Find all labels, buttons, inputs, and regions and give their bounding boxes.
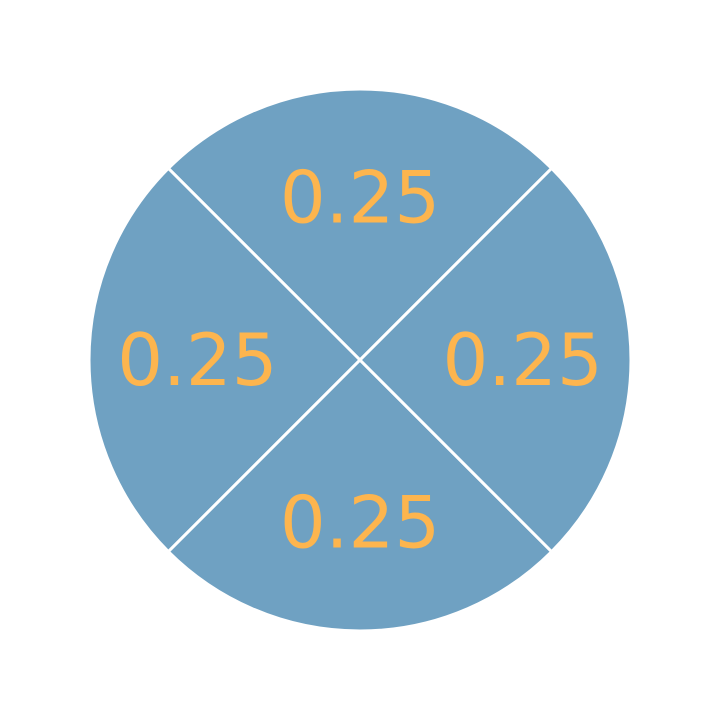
slice-value-label: 0.25 — [280, 155, 440, 239]
slice-value-label: 0.25 — [117, 318, 277, 402]
slice-value-label: 0.25 — [280, 481, 440, 565]
pie-slices — [87, 87, 633, 633]
pie-slice — [357, 166, 633, 554]
pie-slice — [166, 87, 554, 363]
slice-value-label: 0.25 — [442, 318, 602, 402]
pie-labels: 0.250.250.250.25 — [117, 155, 603, 564]
pie-slice — [166, 357, 554, 633]
pie-slice — [87, 166, 363, 554]
